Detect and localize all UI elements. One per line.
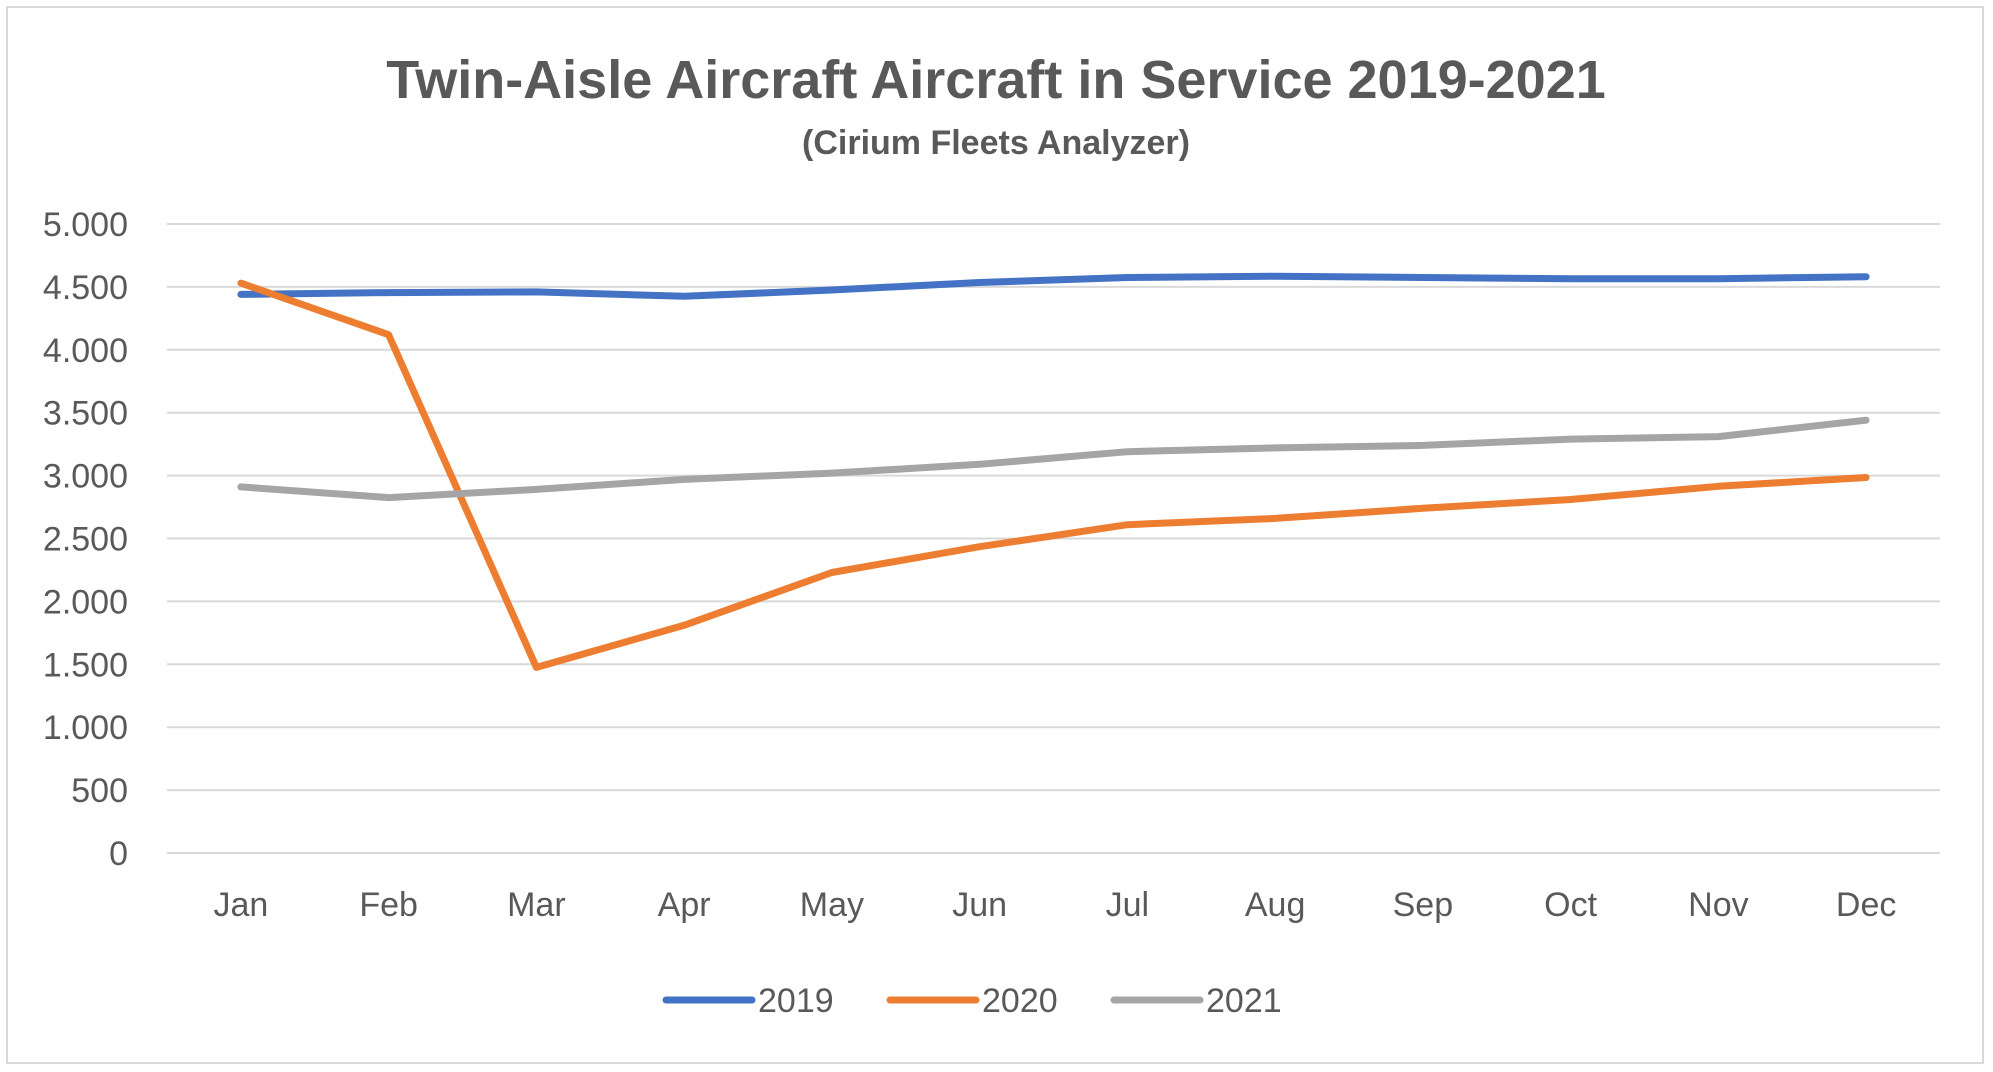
x-tick-label: Nov xyxy=(1688,886,1748,924)
y-tick-label: 2.000 xyxy=(43,583,128,621)
x-axis-tick-labels: Jan Feb Mar Apr May Jun Jul Aug Sep Oct Nov Dec xyxy=(213,886,1896,924)
chart-frame xyxy=(6,6,1984,1064)
y-tick-label: 0 xyxy=(109,835,128,873)
chart-subtitle: (Cirium Fleets Analyzer) xyxy=(802,124,1190,162)
x-tick-label: Sep xyxy=(1393,886,1454,924)
series-lines xyxy=(237,272,1870,671)
y-tick-label: 1.000 xyxy=(43,709,128,747)
x-tick-label: Jun xyxy=(952,886,1007,924)
x-tick-label: Aug xyxy=(1245,886,1306,924)
series-line-2019 xyxy=(237,272,1870,300)
y-tick-label: 4.000 xyxy=(43,332,128,370)
series-line-2021 xyxy=(237,416,1870,502)
y-tick-label: 4.500 xyxy=(43,269,128,307)
y-tick-label: 5.000 xyxy=(43,206,128,244)
legend: 2019 2020 2021 xyxy=(662,982,1282,1020)
y-tick-label: 1.500 xyxy=(43,646,128,684)
x-tick-label: Dec xyxy=(1836,886,1896,924)
y-axis-tick-labels: 0 500 1.000 1.500 2.000 2.500 3.000 3.500 4.000 4… xyxy=(43,206,128,873)
x-tick-label: Jul xyxy=(1106,886,1149,924)
y-tick-label: 2.500 xyxy=(43,521,128,559)
x-tick-label: Mar xyxy=(507,886,566,924)
x-tick-label: Feb xyxy=(359,886,418,924)
chart-title: Twin-Aisle Aircraft Aircraft in Service … xyxy=(386,50,1606,110)
legend-label-2020: 2020 xyxy=(982,982,1058,1020)
gridlines xyxy=(167,223,1940,854)
legend-label-2021: 2021 xyxy=(1206,982,1282,1020)
series-line-2020 xyxy=(237,279,1870,671)
x-tick-label: Apr xyxy=(658,886,711,924)
y-tick-label: 3.000 xyxy=(43,458,128,496)
x-tick-label: Oct xyxy=(1544,886,1597,924)
x-tick-label: Jan xyxy=(213,886,268,924)
y-tick-label: 500 xyxy=(71,772,128,810)
legend-label-2019: 2019 xyxy=(758,982,834,1020)
x-tick-label: May xyxy=(800,886,864,924)
y-tick-label: 3.500 xyxy=(43,395,128,433)
